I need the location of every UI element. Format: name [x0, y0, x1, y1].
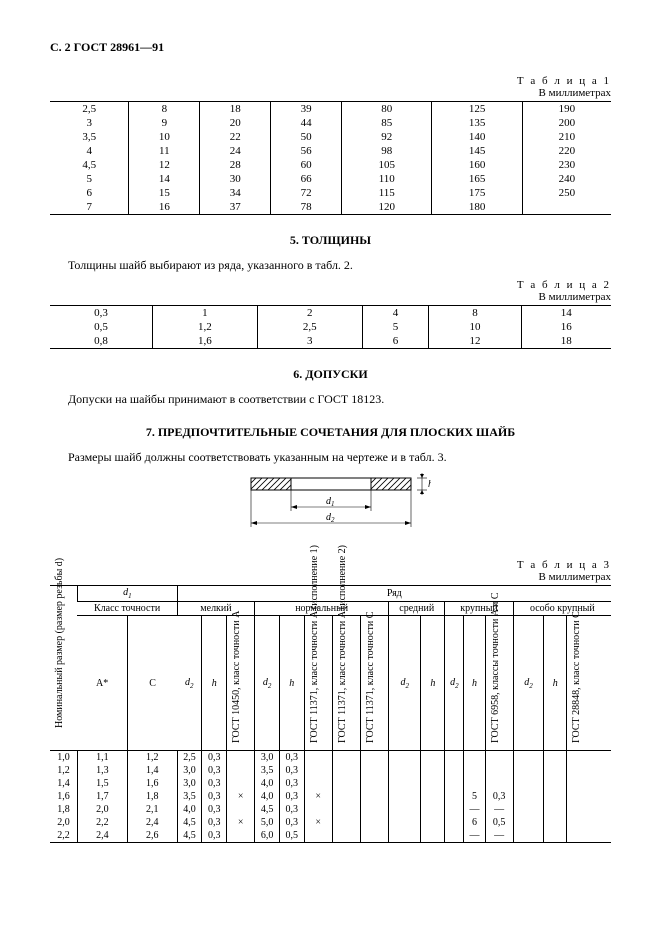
table2-units: В миллиметрах	[50, 291, 611, 303]
section7-text: Размеры шайб должны соответствовать указ…	[50, 450, 611, 465]
section7-title: 7. ПРЕДПОЧТИТЕЛЬНЫЕ СОЧЕТАНИЯ ДЛЯ ПЛОСКИ…	[50, 425, 611, 440]
section6-title: 6. ДОПУСКИ	[50, 367, 611, 382]
table1-units: В миллиметрах	[50, 87, 611, 99]
page-header: С. 2 ГОСТ 28961—91	[50, 40, 611, 55]
washer-diagram: h d1 d2	[50, 473, 611, 543]
table1-caption: Т а б л и ц а 1	[50, 75, 611, 87]
table3-caption: Т а б л и ц а 3	[50, 559, 611, 571]
section6-text: Допуски на шайбы принимают в соответстви…	[50, 392, 611, 407]
table3-units: В миллиметрах	[50, 571, 611, 583]
section5-title: 5. ТОЛЩИНЫ	[50, 233, 611, 248]
table2: 0,31248140,51,22,5510160,81,6361218	[50, 305, 611, 349]
svg-text:h: h	[428, 479, 431, 490]
svg-text:d2: d2	[326, 512, 335, 524]
svg-text:d1: d1	[326, 496, 335, 508]
table2-caption: Т а б л и ц а 2	[50, 279, 611, 291]
table3: Номинальный размер (размер резьбы d) d1 …	[50, 585, 611, 843]
table1: 2,58183980125190392044851352003,51022509…	[50, 101, 611, 215]
section5-text: Толщины шайб выбирают из ряда, указанног…	[50, 258, 611, 273]
